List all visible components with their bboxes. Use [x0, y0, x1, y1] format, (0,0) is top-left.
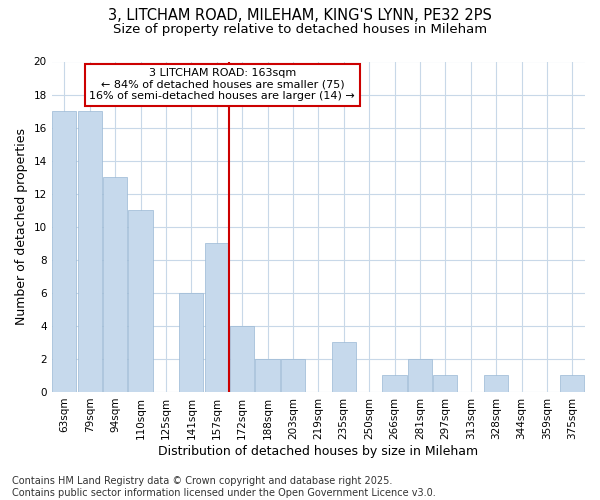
Bar: [256, 359, 280, 392]
Bar: [382, 376, 407, 392]
Bar: [205, 244, 229, 392]
Bar: [281, 359, 305, 392]
Text: 3, LITCHAM ROAD, MILEHAM, KING'S LYNN, PE32 2PS: 3, LITCHAM ROAD, MILEHAM, KING'S LYNN, P…: [108, 8, 492, 22]
Bar: [77, 111, 102, 392]
Bar: [484, 376, 508, 392]
Text: 3 LITCHAM ROAD: 163sqm
← 84% of detached houses are smaller (75)
16% of semi-det: 3 LITCHAM ROAD: 163sqm ← 84% of detached…: [89, 68, 355, 102]
Bar: [103, 177, 127, 392]
Bar: [179, 293, 203, 392]
Bar: [560, 376, 584, 392]
Bar: [433, 376, 457, 392]
Y-axis label: Number of detached properties: Number of detached properties: [15, 128, 28, 325]
X-axis label: Distribution of detached houses by size in Mileham: Distribution of detached houses by size …: [158, 444, 478, 458]
Text: Contains HM Land Registry data © Crown copyright and database right 2025.
Contai: Contains HM Land Registry data © Crown c…: [12, 476, 436, 498]
Bar: [128, 210, 152, 392]
Bar: [230, 326, 254, 392]
Bar: [332, 342, 356, 392]
Bar: [52, 111, 76, 392]
Text: Size of property relative to detached houses in Mileham: Size of property relative to detached ho…: [113, 22, 487, 36]
Bar: [408, 359, 432, 392]
